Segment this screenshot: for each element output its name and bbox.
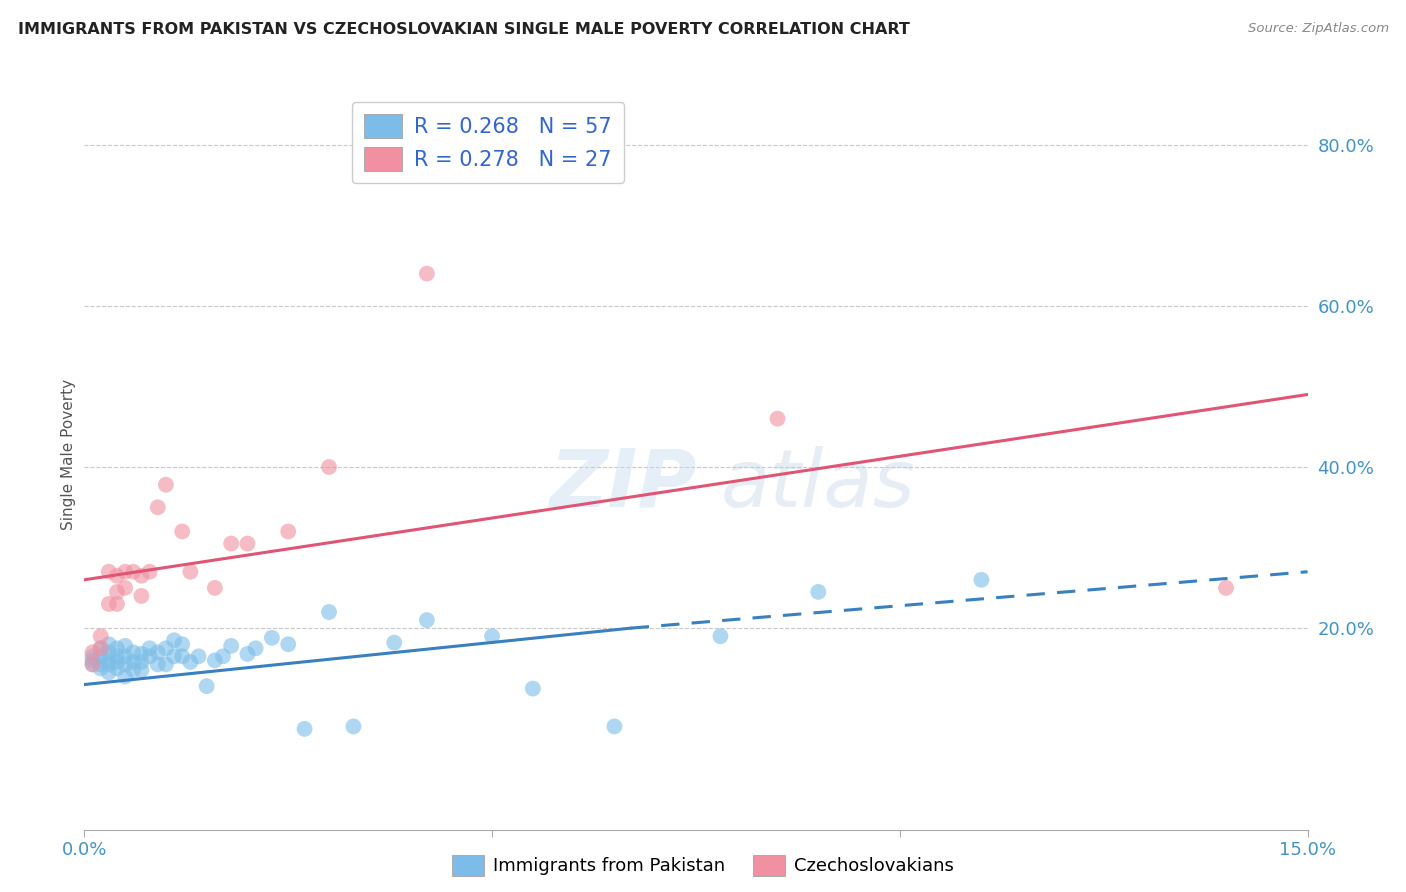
Point: [807, 585, 830, 599]
Point: [105, 568, 128, 582]
Point: [97, 653, 120, 667]
Point: [195, 679, 218, 693]
Point: [163, 649, 186, 664]
Point: [131, 568, 153, 582]
Point: [114, 649, 136, 664]
Point: [204, 653, 226, 667]
Y-axis label: Single Male Poverty: Single Male Poverty: [60, 379, 76, 531]
Text: ZIP: ZIP: [548, 446, 696, 524]
Point: [179, 655, 201, 669]
Point: [382, 635, 405, 649]
Point: [82, 645, 104, 659]
Point: [131, 589, 153, 603]
Point: [212, 649, 235, 664]
Point: [416, 267, 439, 281]
Point: [82, 657, 104, 672]
Point: [82, 649, 104, 664]
Point: [318, 605, 340, 619]
Point: [277, 524, 299, 539]
Point: [114, 565, 136, 579]
Point: [294, 722, 316, 736]
Point: [122, 565, 145, 579]
Point: [172, 649, 194, 664]
Point: [105, 641, 128, 656]
Point: [105, 655, 128, 669]
Legend: Immigrants from Pakistan, Czechoslovakians: Immigrants from Pakistan, Czechoslovakia…: [444, 847, 962, 883]
Point: [97, 565, 120, 579]
Point: [131, 647, 153, 661]
Point: [204, 581, 226, 595]
Point: [114, 639, 136, 653]
Point: [82, 657, 104, 672]
Point: [219, 639, 242, 653]
Point: [105, 661, 128, 675]
Point: [155, 477, 177, 491]
Point: [416, 613, 439, 627]
Point: [709, 629, 731, 643]
Point: [318, 460, 340, 475]
Point: [90, 661, 112, 675]
Text: IMMIGRANTS FROM PAKISTAN VS CZECHOSLOVAKIAN SINGLE MALE POVERTY CORRELATION CHAR: IMMIGRANTS FROM PAKISTAN VS CZECHOSLOVAK…: [18, 22, 910, 37]
Point: [97, 657, 120, 672]
Point: [236, 647, 259, 661]
Point: [236, 536, 259, 550]
Point: [179, 565, 201, 579]
Legend: R = 0.268   N = 57, R = 0.278   N = 27: R = 0.268 N = 57, R = 0.278 N = 27: [352, 102, 624, 184]
Point: [155, 641, 177, 656]
Point: [260, 631, 283, 645]
Point: [97, 637, 120, 651]
Point: [342, 719, 364, 733]
Point: [105, 585, 128, 599]
Point: [970, 573, 993, 587]
Point: [138, 565, 160, 579]
Point: [155, 657, 177, 672]
Point: [172, 524, 194, 539]
Point: [146, 657, 169, 672]
Point: [90, 649, 112, 664]
Point: [219, 536, 242, 550]
Point: [122, 645, 145, 659]
Point: [122, 663, 145, 677]
Point: [90, 657, 112, 672]
Point: [766, 411, 789, 425]
Point: [97, 645, 120, 659]
Point: [146, 500, 169, 515]
Point: [138, 641, 160, 656]
Point: [114, 669, 136, 683]
Point: [90, 641, 112, 656]
Point: [187, 649, 209, 664]
Point: [97, 597, 120, 611]
Point: [522, 681, 544, 696]
Point: [82, 653, 104, 667]
Point: [163, 633, 186, 648]
Point: [131, 655, 153, 669]
Point: [603, 719, 626, 733]
Point: [146, 645, 169, 659]
Point: [114, 581, 136, 595]
Text: atlas: atlas: [720, 446, 915, 524]
Point: [1215, 581, 1237, 595]
Point: [131, 663, 153, 677]
Text: Source: ZipAtlas.com: Source: ZipAtlas.com: [1249, 22, 1389, 36]
Point: [105, 649, 128, 664]
Point: [138, 649, 160, 664]
Point: [172, 637, 194, 651]
Point: [122, 655, 145, 669]
Point: [97, 665, 120, 680]
Point: [277, 637, 299, 651]
Point: [105, 597, 128, 611]
Point: [245, 641, 267, 656]
Point: [90, 629, 112, 643]
Point: [481, 629, 503, 643]
Point: [90, 641, 112, 656]
Point: [114, 657, 136, 672]
